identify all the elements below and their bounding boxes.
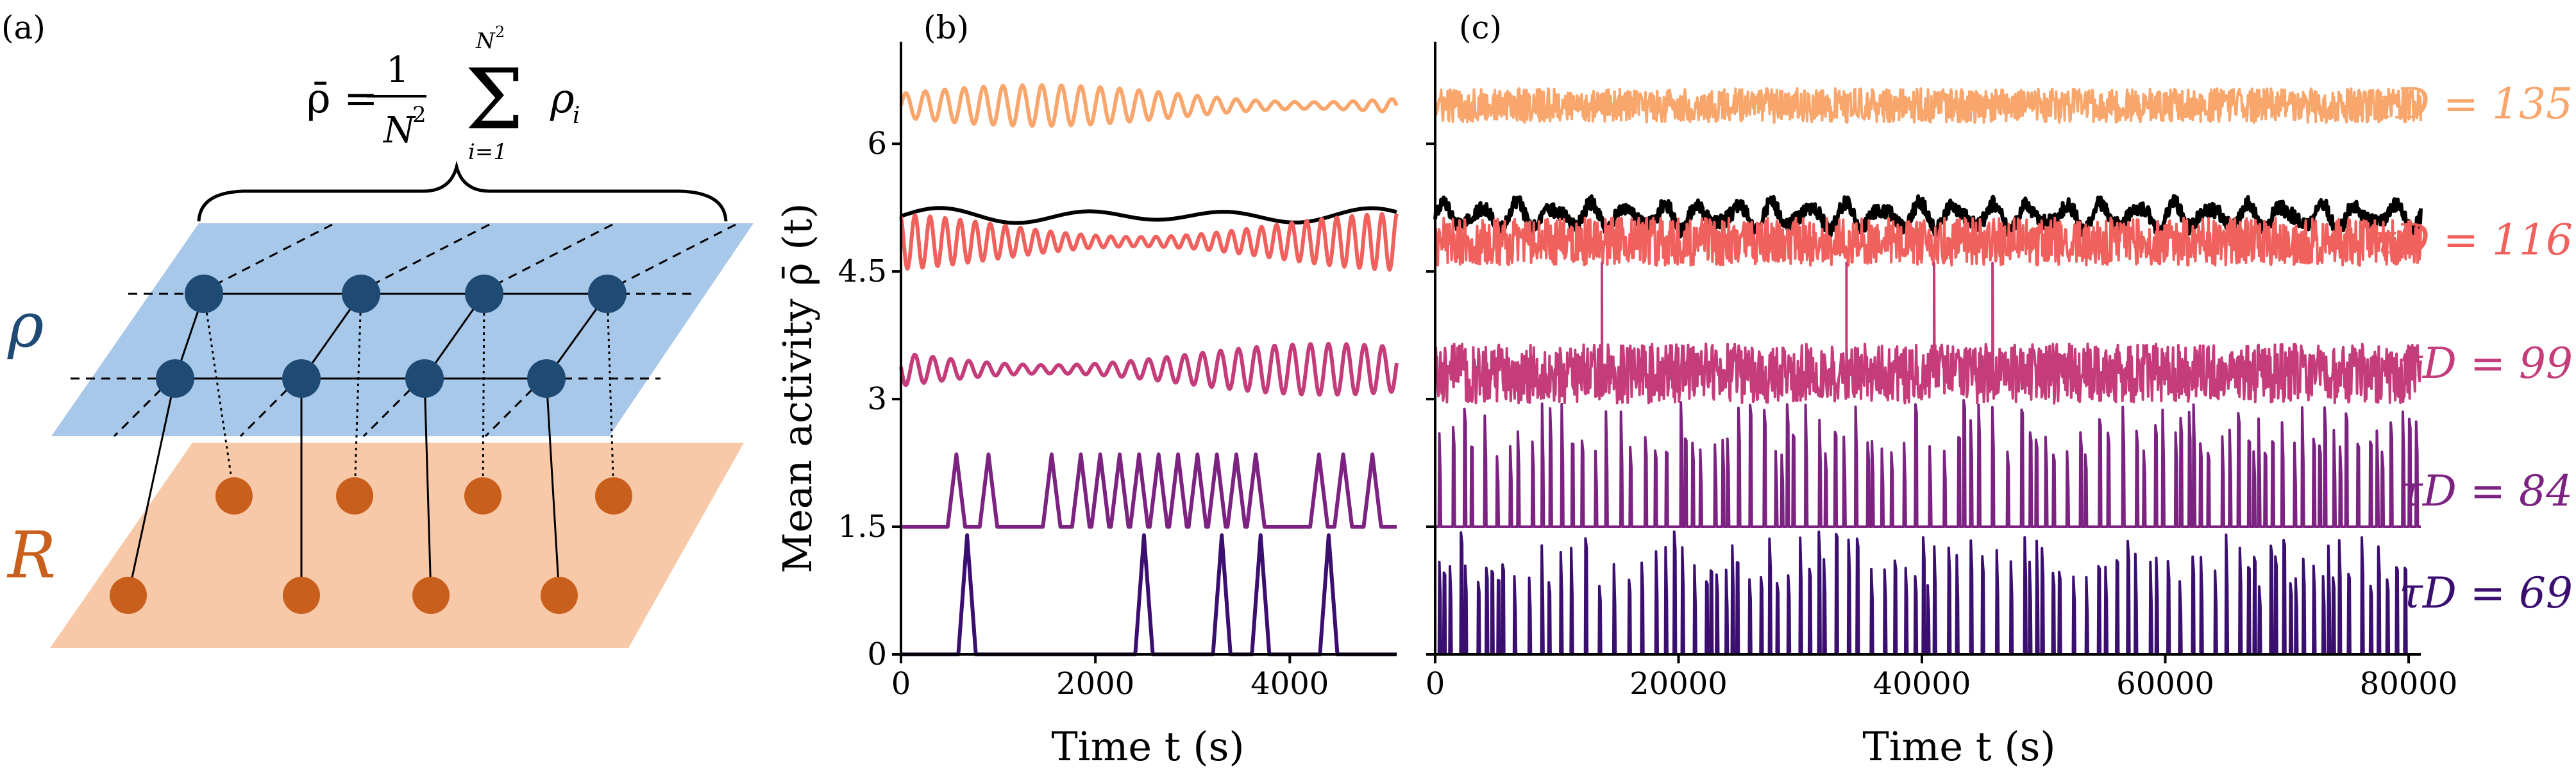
coupling-link [423, 378, 432, 596]
y-axis-title: Mean activity ρ̄ (t) [774, 203, 821, 573]
panel-b-series [899, 83, 1399, 656]
coupling-link [482, 293, 485, 497]
x-tick-label: 4000 [1250, 666, 1329, 702]
layer-rho-plane [51, 223, 753, 436]
tau-label: τD = 69 [2399, 568, 2573, 618]
r-node [336, 477, 373, 515]
formula-sum-lower: i=1 [468, 139, 507, 165]
coupling-link [127, 378, 176, 596]
coupling-link [545, 378, 560, 596]
x-axis-title-b: Time t (s) [1051, 723, 1244, 770]
dashed-link [484, 377, 544, 438]
panel-c-series [1433, 87, 2423, 656]
rho-node [185, 275, 223, 313]
series-line [901, 533, 1397, 656]
coupling-link [203, 293, 235, 497]
x-tick-label: 60000 [2116, 666, 2214, 702]
series-labels: τD = 135 τD = 116 τD = 99 τD = 84 τD = 69 [2372, 79, 2573, 618]
panel-label-c: (c) [1459, 9, 1502, 46]
tau-label: τD = 84 [2399, 466, 2573, 516]
tau-label: τD = 116 [2372, 216, 2573, 265]
formula-sum-upper: N [475, 28, 496, 54]
x-axis-title-c: Time t (s) [1862, 723, 2055, 770]
series-line [900, 206, 1398, 225]
formula-denominator-exp: 2 [412, 102, 426, 128]
y-tick-label: 6 [867, 126, 887, 162]
dashed-link [600, 223, 736, 295]
dashed-link [354, 223, 490, 295]
r-node [215, 477, 253, 515]
dashed-link [197, 223, 333, 295]
series-line [899, 83, 1399, 128]
r-node [541, 577, 578, 614]
series-line [899, 212, 1399, 272]
y-tick-label: 1.5 [838, 509, 887, 545]
layer-brace [197, 160, 728, 222]
r-node [595, 477, 632, 515]
dashed-link [477, 223, 613, 295]
series-line [1434, 87, 2422, 124]
dashed-link [362, 377, 423, 438]
x-tick-label: 0 [1426, 666, 1445, 702]
panel-label-a: (a) [1, 9, 46, 46]
y-tick-label: 4.5 [838, 253, 887, 289]
x-tick-label: 80000 [2360, 666, 2458, 702]
rho-node [156, 359, 194, 398]
panel-b-axes: 0 2000 4000 0 1.5 3 4.5 6 [838, 42, 1397, 702]
panel-c-chart: (c) Time t (s) 0 20000 40000 60000 80000 τD … [1426, 9, 2573, 770]
series-line [1435, 530, 2421, 656]
coupling-link [606, 293, 615, 497]
mean-activity-formula: ρ̄ = 1 N 2 N 2 Σ i=1 ρ i [307, 23, 580, 165]
rho-node [588, 275, 627, 313]
rho-node [342, 275, 380, 313]
formula-numerator: 1 [386, 49, 409, 91]
formula-denominator: N [382, 110, 416, 151]
x-tick-label: 40000 [1873, 666, 1971, 702]
r-node [283, 577, 320, 614]
y-tick-label: 0 [867, 636, 887, 672]
formula-sum-symbol: Σ [465, 51, 524, 148]
dashed-link [113, 377, 173, 438]
rho-node [405, 359, 444, 398]
rho-node [527, 359, 566, 398]
y-tick-label: 3 [867, 381, 887, 417]
panel-b-chart: (b) Mean activity ρ̄ (t) Time t (s) 0 200… [774, 9, 1399, 770]
panel-c-axes: 0 20000 40000 60000 80000 [1426, 42, 2458, 702]
tau-label: τD = 99 [2399, 339, 2573, 388]
dashed-link [239, 377, 299, 438]
x-tick-label: 20000 [1629, 666, 1728, 702]
formula-sum-upper-exp: 2 [495, 23, 505, 41]
rho-node [465, 275, 503, 313]
formula-lhs: ρ̄ = [307, 75, 378, 123]
layer-r-label: R [6, 518, 56, 593]
series-line [901, 452, 1397, 529]
series-line [1434, 261, 2422, 405]
r-node [464, 477, 501, 515]
formula-term: ρ [550, 75, 575, 123]
rho-node [282, 359, 321, 398]
coupling-link [353, 293, 362, 497]
formula-term-subscript: i [573, 103, 580, 129]
series-line [1434, 216, 2422, 267]
network-nodes [110, 275, 632, 614]
panel-label-b: (b) [923, 9, 969, 46]
tau-label: τD = 135 [2372, 79, 2573, 128]
series-line [1435, 398, 2421, 528]
series-line [899, 342, 1399, 397]
network-schematic: (a) ρ̄ = 1 N 2 N 2 Σ i=1 ρ i ρ R [1, 9, 753, 648]
r-node [412, 577, 450, 614]
r-node [110, 577, 147, 614]
x-tick-label: 2000 [1056, 666, 1134, 702]
x-tick-label: 0 [891, 666, 911, 702]
layer-rho-label: ρ [7, 289, 44, 361]
